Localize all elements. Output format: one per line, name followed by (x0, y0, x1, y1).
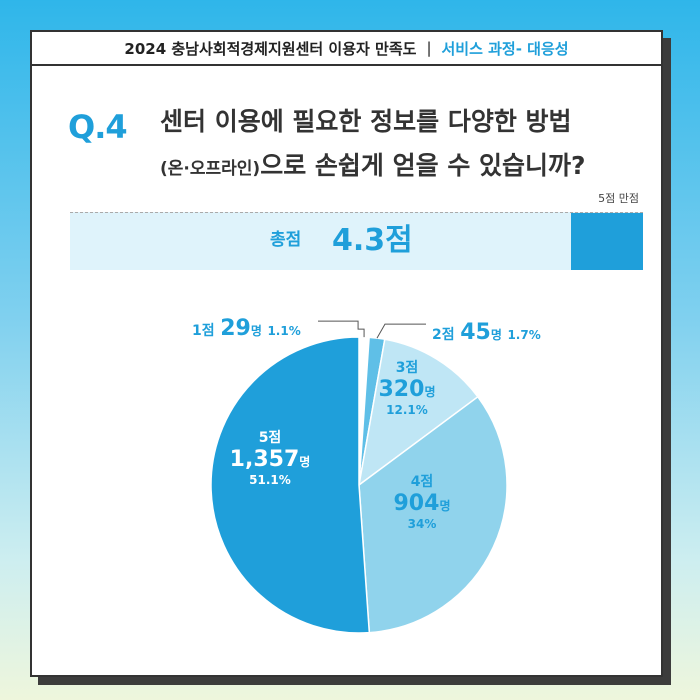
score-bar-fill (570, 213, 643, 270)
header-title: 2024 충남사회적경제지원센터 이용자 만족도 (124, 39, 417, 58)
slice-2-label: 2점 (432, 327, 455, 343)
pie-slice-4 (358, 395, 508, 634)
header-bar: 2024 충남사회적경제지원센터 이용자 만족도 | 서비스 과정- 대응성 (32, 32, 661, 66)
score-bar: 총점 4.3점 (70, 212, 643, 270)
question-number: Q.4 (68, 108, 128, 146)
question-text: 센터 이용에 필요한 정보를 다양한 방법 (온·오프라인)으로 손쉽게 얻을 … (160, 100, 640, 191)
slice-label-3: 3점 320명 12.1% (362, 360, 452, 418)
slice-3-count: 320 (378, 376, 425, 402)
score-value: 4.3점 (332, 223, 413, 258)
question-line-2: (온·오프라인)으로 손쉽게 얻을 수 있습니까? (160, 144, 640, 191)
slice-5-count: 1,357 (229, 446, 300, 472)
slice-5-unit: 명 (299, 454, 311, 469)
slice-3-unit: 명 (424, 384, 436, 399)
score-label: 총점 (270, 230, 302, 250)
pie-slice-3 (357, 338, 479, 487)
slice-3-percent: 12.1% (386, 403, 428, 418)
slice-2-percent: 1.7% (507, 328, 541, 342)
slice-1-percent: 1.1% (267, 324, 301, 338)
slice-label-4: 4점 904명 34% (377, 474, 467, 532)
slice-label-2: 2점 45명 1.7% (432, 320, 541, 345)
question-line-2-small: (온·오프라인) (160, 159, 261, 179)
slice-label-5: 5점 1,357명 51.1% (210, 430, 330, 488)
pie-slice-5 (210, 336, 371, 634)
leader-line-1 (318, 320, 365, 338)
slice-2-unit: 명 (490, 328, 502, 342)
header-subtitle: 서비스 과정- 대응성 (441, 39, 569, 58)
question-line-2-rest: 으로 손쉽게 얻을 수 있습니까? (260, 151, 586, 180)
pie-chart (210, 320, 508, 634)
slice-5-percent: 51.1% (249, 473, 291, 488)
header-separator: | (426, 39, 432, 57)
slice-3-label: 3점 (395, 360, 419, 376)
slice-2-count: 45 (460, 320, 491, 345)
leader-line-2 (376, 323, 426, 339)
slice-1-label: 1점 (192, 323, 215, 339)
scale-note: 5점 만점 (598, 192, 639, 205)
slice-4-label: 4점 (410, 474, 434, 490)
slice-5-label: 5점 (258, 430, 282, 446)
slice-4-percent: 34% (407, 517, 437, 532)
slice-4-count: 904 (393, 490, 440, 516)
slice-4-unit: 명 (439, 498, 451, 513)
slice-label-1: 1점 29명 1.1% (192, 316, 301, 341)
slice-1-unit: 명 (250, 324, 262, 338)
question-line-1: 센터 이용에 필요한 정보를 다양한 방법 (160, 107, 572, 136)
slice-1-count: 29 (220, 316, 251, 341)
survey-card: 2024 충남사회적경제지원센터 이용자 만족도 | 서비스 과정- 대응성 Q… (30, 30, 663, 677)
